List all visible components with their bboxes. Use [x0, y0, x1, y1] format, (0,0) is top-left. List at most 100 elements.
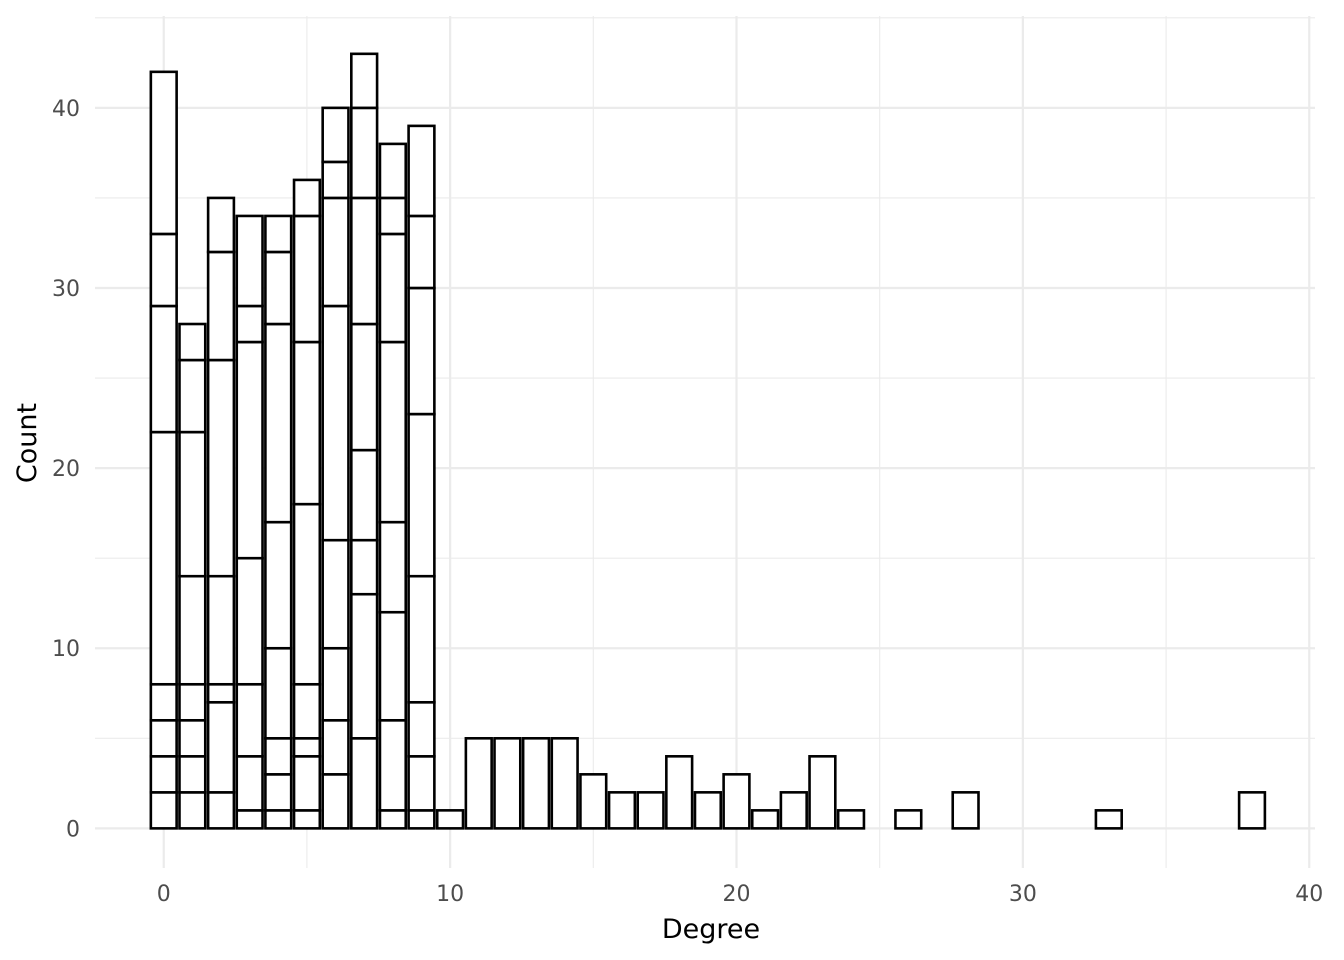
bar-segment: [206, 250, 236, 362]
bar-segment: [206, 574, 236, 686]
histogram-bin: [264, 214, 293, 830]
bar-segment: [321, 106, 350, 164]
bar-segment: [264, 250, 293, 326]
bar-segment: [407, 286, 436, 416]
bar-segment: [264, 646, 293, 740]
bar-segment: [350, 448, 379, 542]
bar-segment: [235, 755, 264, 812]
histogram-bin: [836, 809, 866, 830]
histogram-bin: [1094, 809, 1123, 830]
bar-segment: [206, 700, 236, 794]
histogram-bin: [206, 196, 236, 830]
bar-segment: [350, 196, 379, 326]
bar-segment: [235, 556, 264, 686]
x-axis-tick-labels: 0 10 20 30 40: [157, 882, 1324, 907]
bar-segment: [264, 322, 293, 524]
histogram-bars: [149, 52, 1267, 830]
bar-segment: [292, 755, 322, 812]
bar-segment: [264, 773, 293, 812]
bar-segment: [407, 809, 436, 830]
histogram-bin: [521, 737, 551, 830]
bar-segment: [264, 214, 293, 254]
histogram-bin: [636, 791, 665, 830]
bar-segment: [665, 755, 694, 830]
bar-segment: [149, 232, 178, 308]
bar-segment: [178, 322, 207, 362]
histogram-bin: [607, 791, 637, 830]
y-axis-title: Count: [12, 403, 43, 483]
bar-segment: [178, 718, 207, 758]
y-tick-label: 20: [52, 457, 80, 482]
y-tick-label: 40: [52, 97, 80, 122]
bar-segment: [149, 791, 178, 830]
bar-segment: [321, 196, 350, 308]
histogram-bin: [178, 322, 207, 830]
histogram-bin: [1237, 791, 1267, 830]
bar-segment: [378, 809, 408, 830]
bar-segment: [722, 773, 751, 830]
bar-segment: [808, 755, 837, 830]
bar-segment: [407, 700, 436, 758]
histogram-bin: [235, 214, 264, 830]
bar-segment: [579, 773, 608, 830]
histogram-bin: [951, 791, 980, 830]
bar-segment: [951, 791, 980, 830]
bar-segment: [378, 340, 408, 524]
bar-segment: [178, 791, 207, 830]
bar-segment: [292, 340, 322, 506]
histogram-bin: [693, 791, 723, 830]
bar-segment: [292, 178, 322, 218]
histogram-bin: [292, 178, 322, 830]
bar-segment: [235, 682, 264, 758]
histogram-bin: [407, 124, 436, 830]
bar-segment: [521, 737, 551, 830]
bar-segment: [292, 737, 322, 758]
bar-segment: [836, 809, 866, 830]
bar-segment: [378, 718, 408, 812]
bar-segment: [321, 718, 350, 776]
x-tick-label: 40: [1295, 882, 1323, 907]
bar-segment: [321, 538, 350, 650]
bar-segment: [464, 737, 493, 830]
bar-segment: [407, 412, 436, 578]
bar-segment: [407, 214, 436, 290]
y-tick-label: 30: [52, 277, 80, 302]
bar-segment: [178, 358, 207, 434]
histogram-bin: [722, 773, 751, 830]
bar-segment: [235, 340, 264, 560]
x-tick-label: 10: [436, 882, 464, 907]
bar-segment: [435, 809, 465, 830]
bar-segment: [178, 574, 207, 686]
bar-segment: [378, 232, 408, 344]
x-tick-label: 20: [723, 882, 751, 907]
bar-segment: [206, 358, 236, 578]
bar-segment: [636, 791, 665, 830]
bar-segment: [1094, 809, 1123, 830]
x-tick-label: 0: [157, 882, 171, 907]
bar-segment: [407, 124, 436, 218]
bar-segment: [607, 791, 637, 830]
bar-segment: [350, 538, 379, 596]
bar-segment: [693, 791, 723, 830]
bar-segment: [321, 160, 350, 200]
bar-segment: [206, 682, 236, 704]
bar-segment: [149, 718, 178, 758]
y-tick-label: 10: [52, 637, 80, 662]
bar-segment: [350, 322, 379, 452]
y-tick-label: 0: [66, 817, 80, 842]
histogram-bin: [149, 70, 178, 830]
bar-segment: [178, 755, 207, 794]
histogram-bin: [750, 809, 780, 830]
y-axis-tick-labels: 0 10 20 30 40: [52, 97, 80, 843]
histogram-bin: [378, 142, 408, 830]
bar-segment: [493, 737, 522, 830]
histogram-bin: [579, 773, 608, 830]
bar-segment: [350, 592, 379, 740]
bar-segment: [292, 502, 322, 686]
bar-segment: [292, 682, 322, 740]
bar-segment: [178, 682, 207, 722]
bar-segment: [292, 214, 322, 344]
bar-segment: [149, 430, 178, 686]
bar-segment: [264, 737, 293, 776]
